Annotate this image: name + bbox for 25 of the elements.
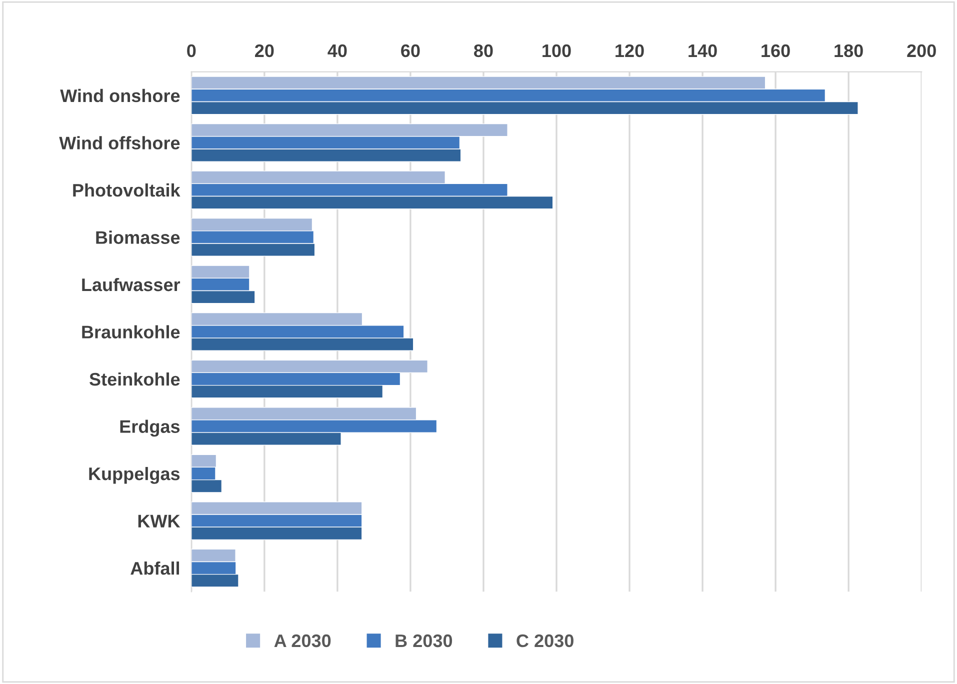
y-tick-label: Laufwasser — [82, 278, 180, 292]
y-tick-label: Wind offshore — [59, 136, 180, 150]
legend-label: B 2030 — [396, 634, 452, 648]
x-tick-label: 60 — [401, 44, 420, 58]
y-tick-label: Wind onshore — [60, 88, 180, 102]
y-tick-label: KWK — [138, 514, 180, 528]
legend-label: C 2030 — [516, 634, 574, 648]
y-tick-label: Erdgas — [120, 420, 180, 437]
x-tick-label: 120 — [616, 44, 644, 58]
x-tick-label: 0 — [187, 44, 196, 58]
x-tick-label: 180 — [834, 44, 863, 58]
y-tick-label: Abfall — [130, 561, 180, 575]
x-tick-label: 100 — [542, 44, 571, 58]
x-tick-label: 40 — [328, 44, 347, 58]
x-tick-label: 200 — [907, 44, 936, 58]
y-tick-label: Steinkohle — [90, 372, 180, 386]
y-tick-label: Photovoltaik — [73, 183, 180, 197]
y-tick-label: Braunkohle — [82, 325, 180, 338]
y-tick-label: Kuppelgas — [89, 466, 180, 484]
x-tick-label: 20 — [255, 44, 274, 58]
x-tick-label: 140 — [688, 44, 717, 58]
x-tick-label: 160 — [762, 44, 790, 58]
legend-label: A 2030 — [274, 634, 331, 648]
x-tick-label: 80 — [474, 44, 493, 58]
y-tick-label: Biomasse — [96, 230, 180, 244]
